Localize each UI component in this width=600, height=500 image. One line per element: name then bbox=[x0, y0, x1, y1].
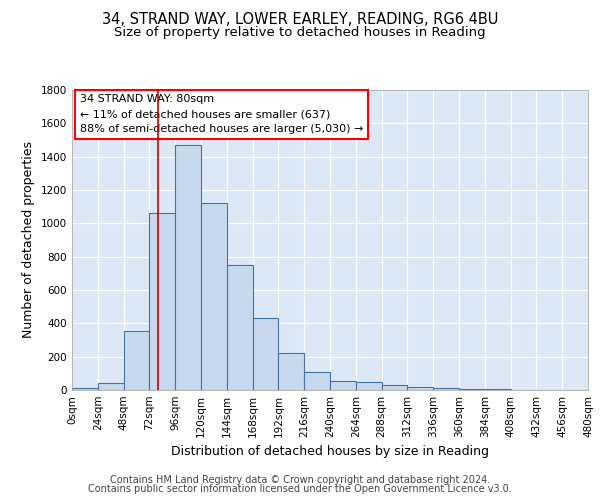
Bar bbox=[98, 384, 124, 390]
Bar bbox=[433, 388, 459, 390]
Bar bbox=[124, 331, 149, 390]
Bar bbox=[304, 372, 330, 390]
Bar bbox=[72, 388, 98, 390]
Bar bbox=[356, 382, 382, 390]
Bar bbox=[382, 385, 407, 390]
Bar bbox=[149, 214, 175, 390]
Bar bbox=[253, 318, 278, 390]
Text: Contains HM Land Registry data © Crown copyright and database right 2024.: Contains HM Land Registry data © Crown c… bbox=[110, 475, 490, 485]
Bar bbox=[227, 265, 253, 390]
Bar bbox=[278, 354, 304, 390]
Bar bbox=[330, 381, 356, 390]
Bar bbox=[175, 145, 201, 390]
Bar bbox=[407, 386, 433, 390]
Text: Size of property relative to detached houses in Reading: Size of property relative to detached ho… bbox=[114, 26, 486, 39]
Text: 34 STRAND WAY: 80sqm
← 11% of detached houses are smaller (637)
88% of semi-deta: 34 STRAND WAY: 80sqm ← 11% of detached h… bbox=[80, 94, 363, 134]
Bar bbox=[485, 389, 511, 390]
X-axis label: Distribution of detached houses by size in Reading: Distribution of detached houses by size … bbox=[171, 446, 489, 458]
Bar bbox=[201, 204, 227, 390]
Text: Contains public sector information licensed under the Open Government Licence v3: Contains public sector information licen… bbox=[88, 484, 512, 494]
Y-axis label: Number of detached properties: Number of detached properties bbox=[22, 142, 35, 338]
Bar bbox=[459, 388, 485, 390]
Text: 34, STRAND WAY, LOWER EARLEY, READING, RG6 4BU: 34, STRAND WAY, LOWER EARLEY, READING, R… bbox=[102, 12, 498, 28]
